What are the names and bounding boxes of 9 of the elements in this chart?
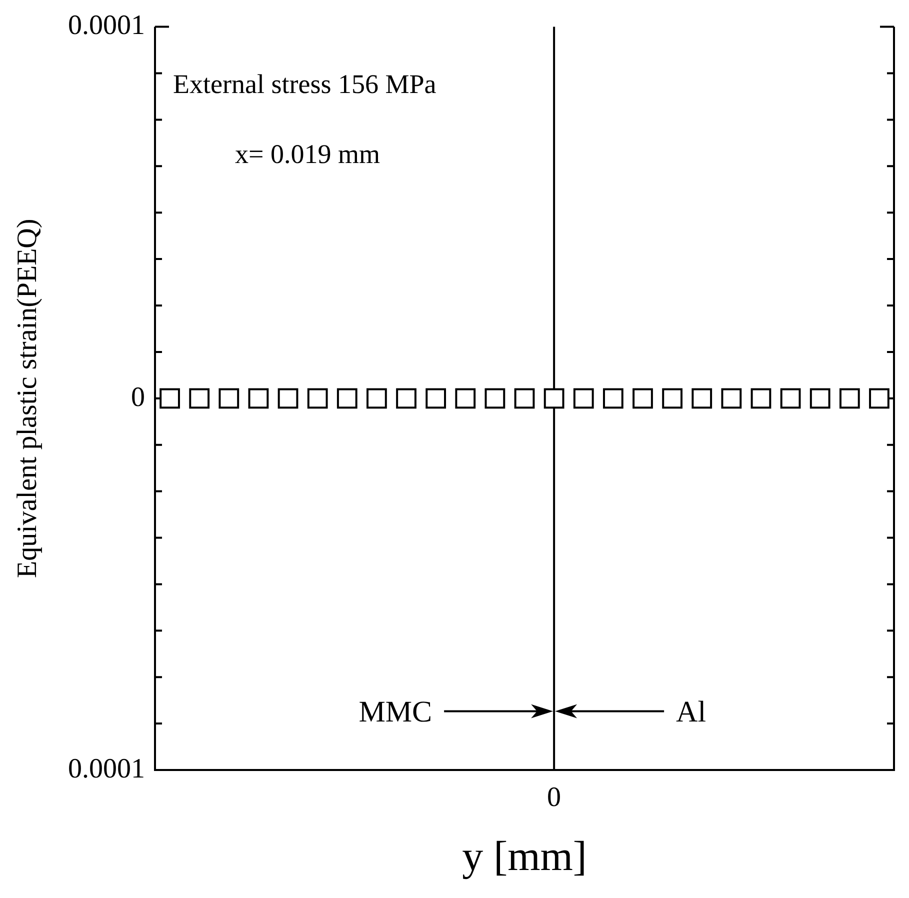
annotation: x= 0.019 mm: [235, 138, 380, 169]
y-axis-title: Equivalent plastic strain(PEEQ): [12, 218, 44, 578]
annotation: Al: [676, 695, 706, 728]
y-tick-label: 0.0001: [68, 753, 145, 784]
x-axis-title: y [mm]: [462, 834, 587, 880]
annotation: External stress 156 MPa: [173, 68, 436, 99]
y-tick-label: 0.0001: [68, 10, 145, 42]
annotation: MMC: [358, 695, 432, 728]
y-tick-label: 0: [131, 382, 145, 413]
